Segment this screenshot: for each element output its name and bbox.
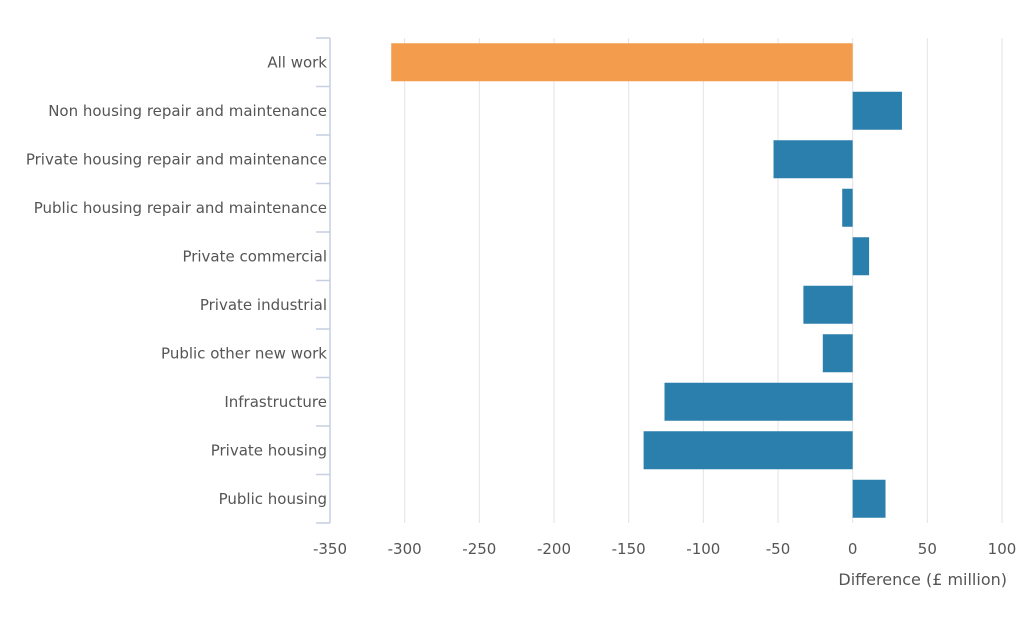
- category-label: All work: [267, 53, 327, 71]
- x-tick-label: 0: [848, 540, 858, 558]
- bar: [391, 43, 853, 82]
- x-tick-label: -250: [462, 540, 496, 558]
- category-labels: All work Non housing repair and maintenan…: [26, 53, 327, 508]
- category-label: Private industrial: [200, 296, 327, 314]
- bar: [852, 91, 902, 130]
- category-label: Public other new work: [161, 344, 327, 362]
- category-axis: [316, 37, 331, 524]
- category-label: Public housing: [219, 490, 327, 508]
- category-label: Private housing repair and maintenance: [26, 150, 327, 168]
- x-tick-label: 100: [988, 540, 1017, 558]
- category-label: Private commercial: [182, 247, 327, 265]
- x-tick-label: -50: [766, 540, 791, 558]
- category-label: Infrastructure: [224, 393, 327, 411]
- bar: [852, 237, 870, 276]
- x-tick-label: -150: [612, 540, 646, 558]
- bar: [842, 188, 853, 227]
- bar: [822, 334, 853, 373]
- category-label: Public housing repair and maintenance: [34, 199, 327, 217]
- x-tick-labels: -350 -300 -250 -200 -150 -100 -50 0 50 100: [313, 540, 1016, 558]
- category-label: Non housing repair and maintenance: [48, 102, 327, 120]
- bar: [852, 479, 886, 518]
- x-tick-label: -100: [686, 540, 720, 558]
- bars: [391, 43, 902, 518]
- bar: [664, 382, 853, 421]
- bar: [773, 140, 853, 179]
- bar: [803, 285, 853, 324]
- x-tick-label: -200: [537, 540, 571, 558]
- x-tick-label: 50: [918, 540, 937, 558]
- bar: [643, 431, 853, 470]
- category-label: Private housing: [211, 441, 327, 459]
- x-tick-label: -300: [388, 540, 422, 558]
- x-axis-title: Difference (£ million): [838, 570, 1007, 589]
- x-tick-label: -350: [313, 540, 347, 558]
